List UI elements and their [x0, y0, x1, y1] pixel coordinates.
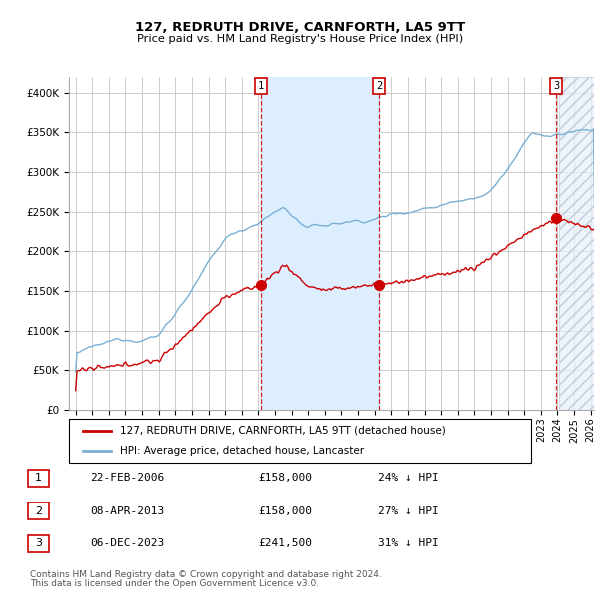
Text: 31% ↓ HPI: 31% ↓ HPI [378, 539, 439, 548]
Text: 3: 3 [35, 539, 42, 548]
Text: 2: 2 [376, 81, 382, 91]
Text: Contains HM Land Registry data © Crown copyright and database right 2024.: Contains HM Land Registry data © Crown c… [30, 570, 382, 579]
FancyBboxPatch shape [69, 419, 531, 463]
Text: HPI: Average price, detached house, Lancaster: HPI: Average price, detached house, Lanc… [120, 446, 364, 456]
Text: 1: 1 [35, 474, 42, 483]
Text: 1: 1 [257, 81, 263, 91]
Bar [260, 77, 379, 410]
Text: £158,000: £158,000 [258, 474, 312, 483]
Bar [559, 77, 594, 410]
Text: £158,000: £158,000 [258, 506, 312, 516]
FancyBboxPatch shape [28, 535, 49, 552]
Text: 127, REDRUTH DRIVE, CARNFORTH, LA5 9TT (detached house): 127, REDRUTH DRIVE, CARNFORTH, LA5 9TT (… [120, 426, 446, 436]
Text: 127, REDRUTH DRIVE, CARNFORTH, LA5 9TT: 127, REDRUTH DRIVE, CARNFORTH, LA5 9TT [135, 21, 465, 34]
Text: 08-APR-2013: 08-APR-2013 [90, 506, 164, 516]
Text: 2: 2 [35, 506, 42, 516]
Text: 06-DEC-2023: 06-DEC-2023 [90, 539, 164, 548]
Text: Price paid vs. HM Land Registry's House Price Index (HPI): Price paid vs. HM Land Registry's House … [137, 34, 463, 44]
Text: 27% ↓ HPI: 27% ↓ HPI [378, 506, 439, 516]
Text: 24% ↓ HPI: 24% ↓ HPI [378, 474, 439, 483]
Text: 22-FEB-2006: 22-FEB-2006 [90, 474, 164, 483]
Text: 3: 3 [553, 81, 559, 91]
Text: This data is licensed under the Open Government Licence v3.0.: This data is licensed under the Open Gov… [30, 579, 319, 588]
FancyBboxPatch shape [28, 470, 49, 487]
FancyBboxPatch shape [28, 503, 49, 519]
Text: £241,500: £241,500 [258, 539, 312, 548]
